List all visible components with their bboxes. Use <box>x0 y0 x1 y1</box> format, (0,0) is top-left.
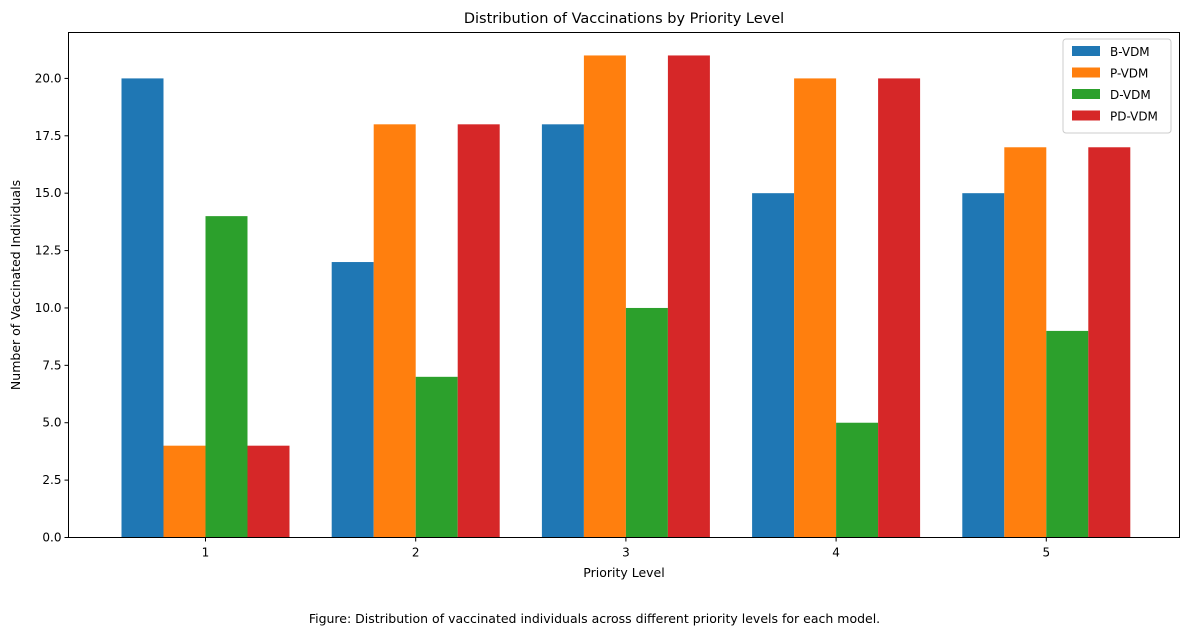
x-tick-label: 4 <box>832 546 840 560</box>
bar-p-vdm-4 <box>794 78 837 538</box>
y-tick-label: 10.0 <box>35 301 62 315</box>
bar-p-vdm-3 <box>583 55 626 538</box>
x-axis-label: Priority Level <box>583 565 664 580</box>
bar-d-vdm-3 <box>625 307 668 538</box>
bar-d-vdm-4 <box>836 422 879 538</box>
bar-b-vdm-4 <box>752 193 795 538</box>
bar-pd-vdm-3 <box>667 55 710 538</box>
legend-swatch-b-vdm <box>1072 46 1100 56</box>
y-tick-label: 7.5 <box>42 358 61 372</box>
y-tick-label: 5.0 <box>42 416 61 430</box>
bar-d-vdm-2 <box>415 376 458 538</box>
bar-b-vdm-3 <box>541 124 584 538</box>
y-tick-label: 12.5 <box>35 244 62 258</box>
legend: B-VDM P-VDM D-VDM PD-VDM <box>1062 38 1172 134</box>
legend-swatch-p-vdm <box>1072 67 1100 78</box>
legend-frame <box>1062 38 1172 134</box>
y-tick-label: 15.0 <box>35 186 62 200</box>
x-tick-label: 1 <box>202 546 210 560</box>
legend-label-pd-vdm: PD-VDM <box>1110 110 1158 124</box>
legend-label-d-vdm: D-VDM <box>1110 88 1151 102</box>
bar-b-vdm-5 <box>962 193 1005 538</box>
legend-swatch-pd-vdm <box>1072 110 1100 121</box>
bar-p-vdm-2 <box>373 124 416 538</box>
y-tick-label: 0.0 <box>42 531 61 545</box>
chart-title: Distribution of Vaccinations by Priority… <box>464 11 784 27</box>
x-tick-label: 5 <box>1042 546 1050 560</box>
bar-chart: Distribution of Vaccinations by Priority… <box>8 11 1180 580</box>
legend-label-p-vdm: P-VDM <box>1110 67 1148 81</box>
legend-label-b-vdm: B-VDM <box>1110 45 1150 59</box>
bar-p-vdm-1 <box>163 445 206 538</box>
y-axis-label: Number of Vaccinated Individuals <box>8 180 23 390</box>
x-tick-label: 2 <box>412 546 420 560</box>
legend-swatch-d-vdm <box>1072 89 1100 99</box>
bar-d-vdm-1 <box>205 216 248 538</box>
x-tick-label: 3 <box>622 546 630 560</box>
bar-pd-vdm-1 <box>247 445 290 538</box>
figure-caption: Figure: Distribution of vaccinated indiv… <box>308 611 881 626</box>
bar-p-vdm-5 <box>1004 147 1047 538</box>
bar-b-vdm-2 <box>331 262 374 538</box>
bar-d-vdm-5 <box>1046 330 1089 538</box>
y-tick-label: 2.5 <box>42 473 61 487</box>
bar-pd-vdm-5 <box>1088 147 1131 538</box>
bar-pd-vdm-2 <box>457 124 500 538</box>
y-tick-label: 17.5 <box>35 129 62 143</box>
bar-b-vdm-1 <box>121 78 164 538</box>
y-tick-label: 20.0 <box>35 71 62 85</box>
plot-area: 1 2 3 4 5 0.0 2.5 5.0 7.5 10.0 12.5 15.0 17.5 20.0 <box>35 55 1131 560</box>
bar-pd-vdm-4 <box>878 78 921 538</box>
plot-frame <box>68 32 1180 538</box>
